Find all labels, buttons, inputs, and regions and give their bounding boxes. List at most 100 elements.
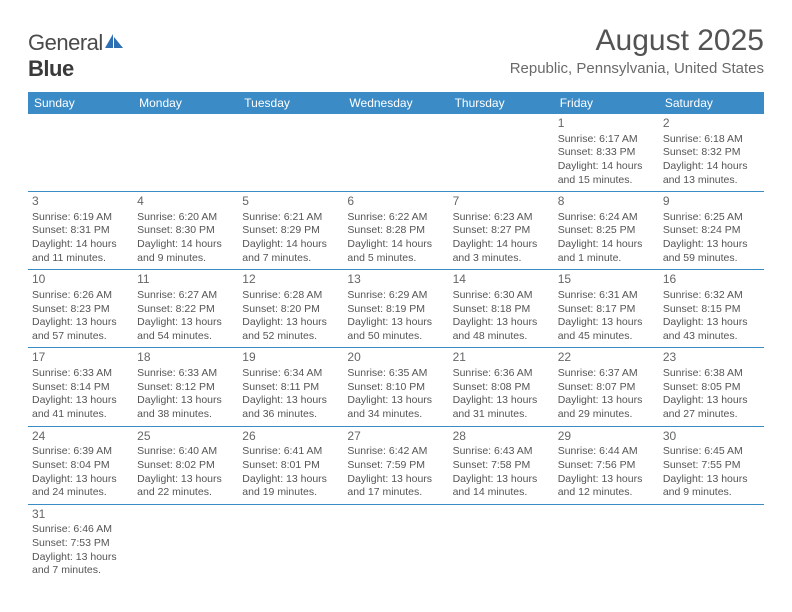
daylight-line: Daylight: 13 hours and 50 minutes. — [347, 316, 444, 343]
daylight-line: Daylight: 13 hours and 45 minutes. — [558, 316, 655, 343]
day-number: 23 — [663, 350, 760, 366]
calendar-day: 16Sunrise: 6:32 AMSunset: 8:15 PMDayligh… — [659, 270, 764, 348]
weekday-header: Thursday — [449, 92, 554, 114]
calendar-empty — [449, 114, 554, 192]
daylight-line: Daylight: 13 hours and 14 minutes. — [453, 473, 550, 500]
daylight-line: Daylight: 14 hours and 11 minutes. — [32, 238, 129, 265]
sunrise-line: Sunrise: 6:32 AM — [663, 289, 760, 303]
daylight-line: Daylight: 13 hours and 7 minutes. — [32, 551, 129, 578]
calendar-day: 2Sunrise: 6:18 AMSunset: 8:32 PMDaylight… — [659, 114, 764, 192]
day-number: 2 — [663, 116, 760, 132]
daylight-line: Daylight: 14 hours and 9 minutes. — [137, 238, 234, 265]
sunrise-line: Sunrise: 6:30 AM — [453, 289, 550, 303]
sunset-line: Sunset: 8:31 PM — [32, 224, 129, 238]
sunrise-line: Sunrise: 6:31 AM — [558, 289, 655, 303]
logo-word1: General — [28, 30, 103, 55]
sunrise-line: Sunrise: 6:18 AM — [663, 133, 760, 147]
day-number: 3 — [32, 194, 129, 210]
title-block: August 2025 Republic, Pennsylvania, Unit… — [510, 24, 764, 77]
header: GeneralBlue August 2025 Republic, Pennsy… — [28, 24, 764, 82]
day-number: 10 — [32, 272, 129, 288]
sunrise-line: Sunrise: 6:24 AM — [558, 211, 655, 225]
sunset-line: Sunset: 8:22 PM — [137, 303, 234, 317]
weekday-header: Wednesday — [343, 92, 448, 114]
calendar-day: 29Sunrise: 6:44 AMSunset: 7:56 PMDayligh… — [554, 426, 659, 504]
calendar-body: 1Sunrise: 6:17 AMSunset: 8:33 PMDaylight… — [28, 114, 764, 582]
daylight-line: Daylight: 13 hours and 48 minutes. — [453, 316, 550, 343]
sunset-line: Sunset: 7:59 PM — [347, 459, 444, 473]
daylight-line: Daylight: 13 hours and 41 minutes. — [32, 394, 129, 421]
sunset-line: Sunset: 8:05 PM — [663, 381, 760, 395]
day-number: 30 — [663, 429, 760, 445]
day-number: 15 — [558, 272, 655, 288]
sunset-line: Sunset: 8:19 PM — [347, 303, 444, 317]
daylight-line: Daylight: 13 hours and 12 minutes. — [558, 473, 655, 500]
calendar-week: 17Sunrise: 6:33 AMSunset: 8:14 PMDayligh… — [28, 348, 764, 426]
calendar-day: 7Sunrise: 6:23 AMSunset: 8:27 PMDaylight… — [449, 192, 554, 270]
sunrise-line: Sunrise: 6:34 AM — [242, 367, 339, 381]
day-number: 22 — [558, 350, 655, 366]
calendar-day: 1Sunrise: 6:17 AMSunset: 8:33 PMDaylight… — [554, 114, 659, 192]
calendar-day: 20Sunrise: 6:35 AMSunset: 8:10 PMDayligh… — [343, 348, 448, 426]
daylight-line: Daylight: 14 hours and 5 minutes. — [347, 238, 444, 265]
day-number: 19 — [242, 350, 339, 366]
calendar-day: 5Sunrise: 6:21 AMSunset: 8:29 PMDaylight… — [238, 192, 343, 270]
sunset-line: Sunset: 8:12 PM — [137, 381, 234, 395]
location-subtitle: Republic, Pennsylvania, United States — [510, 60, 764, 77]
calendar-day: 19Sunrise: 6:34 AMSunset: 8:11 PMDayligh… — [238, 348, 343, 426]
calendar-day: 17Sunrise: 6:33 AMSunset: 8:14 PMDayligh… — [28, 348, 133, 426]
daylight-line: Daylight: 14 hours and 13 minutes. — [663, 160, 760, 187]
calendar-empty — [343, 114, 448, 192]
calendar-empty — [659, 504, 764, 582]
sunset-line: Sunset: 8:18 PM — [453, 303, 550, 317]
sunrise-line: Sunrise: 6:33 AM — [137, 367, 234, 381]
sunrise-line: Sunrise: 6:26 AM — [32, 289, 129, 303]
calendar-day: 27Sunrise: 6:42 AMSunset: 7:59 PMDayligh… — [343, 426, 448, 504]
calendar-day: 25Sunrise: 6:40 AMSunset: 8:02 PMDayligh… — [133, 426, 238, 504]
sunrise-line: Sunrise: 6:40 AM — [137, 445, 234, 459]
day-number: 31 — [32, 507, 129, 523]
sunrise-line: Sunrise: 6:27 AM — [137, 289, 234, 303]
sunrise-line: Sunrise: 6:37 AM — [558, 367, 655, 381]
day-number: 18 — [137, 350, 234, 366]
sunset-line: Sunset: 8:20 PM — [242, 303, 339, 317]
calendar-day: 30Sunrise: 6:45 AMSunset: 7:55 PMDayligh… — [659, 426, 764, 504]
day-number: 5 — [242, 194, 339, 210]
daylight-line: Daylight: 13 hours and 24 minutes. — [32, 473, 129, 500]
sunset-line: Sunset: 7:55 PM — [663, 459, 760, 473]
sunrise-line: Sunrise: 6:44 AM — [558, 445, 655, 459]
daylight-line: Daylight: 13 hours and 27 minutes. — [663, 394, 760, 421]
sunrise-line: Sunrise: 6:20 AM — [137, 211, 234, 225]
sunrise-line: Sunrise: 6:25 AM — [663, 211, 760, 225]
day-number: 12 — [242, 272, 339, 288]
day-number: 17 — [32, 350, 129, 366]
weekday-header: Tuesday — [238, 92, 343, 114]
calendar-empty — [554, 504, 659, 582]
day-number: 4 — [137, 194, 234, 210]
calendar-day: 14Sunrise: 6:30 AMSunset: 8:18 PMDayligh… — [449, 270, 554, 348]
sunrise-line: Sunrise: 6:43 AM — [453, 445, 550, 459]
calendar-empty — [238, 114, 343, 192]
day-number: 28 — [453, 429, 550, 445]
sunrise-line: Sunrise: 6:35 AM — [347, 367, 444, 381]
calendar-day: 31Sunrise: 6:46 AMSunset: 7:53 PMDayligh… — [28, 504, 133, 582]
calendar-day: 4Sunrise: 6:20 AMSunset: 8:30 PMDaylight… — [133, 192, 238, 270]
calendar-empty — [28, 114, 133, 192]
day-number: 13 — [347, 272, 444, 288]
calendar-day: 24Sunrise: 6:39 AMSunset: 8:04 PMDayligh… — [28, 426, 133, 504]
calendar-day: 21Sunrise: 6:36 AMSunset: 8:08 PMDayligh… — [449, 348, 554, 426]
sunrise-line: Sunrise: 6:21 AM — [242, 211, 339, 225]
daylight-line: Daylight: 14 hours and 15 minutes. — [558, 160, 655, 187]
sunset-line: Sunset: 7:58 PM — [453, 459, 550, 473]
calendar-day: 22Sunrise: 6:37 AMSunset: 8:07 PMDayligh… — [554, 348, 659, 426]
sunset-line: Sunset: 8:29 PM — [242, 224, 339, 238]
calendar-day: 15Sunrise: 6:31 AMSunset: 8:17 PMDayligh… — [554, 270, 659, 348]
sunrise-line: Sunrise: 6:41 AM — [242, 445, 339, 459]
sunset-line: Sunset: 8:28 PM — [347, 224, 444, 238]
day-number: 27 — [347, 429, 444, 445]
daylight-line: Daylight: 13 hours and 52 minutes. — [242, 316, 339, 343]
calendar-day: 9Sunrise: 6:25 AMSunset: 8:24 PMDaylight… — [659, 192, 764, 270]
logo: GeneralBlue — [28, 30, 125, 82]
daylight-line: Daylight: 13 hours and 36 minutes. — [242, 394, 339, 421]
sunset-line: Sunset: 8:02 PM — [137, 459, 234, 473]
